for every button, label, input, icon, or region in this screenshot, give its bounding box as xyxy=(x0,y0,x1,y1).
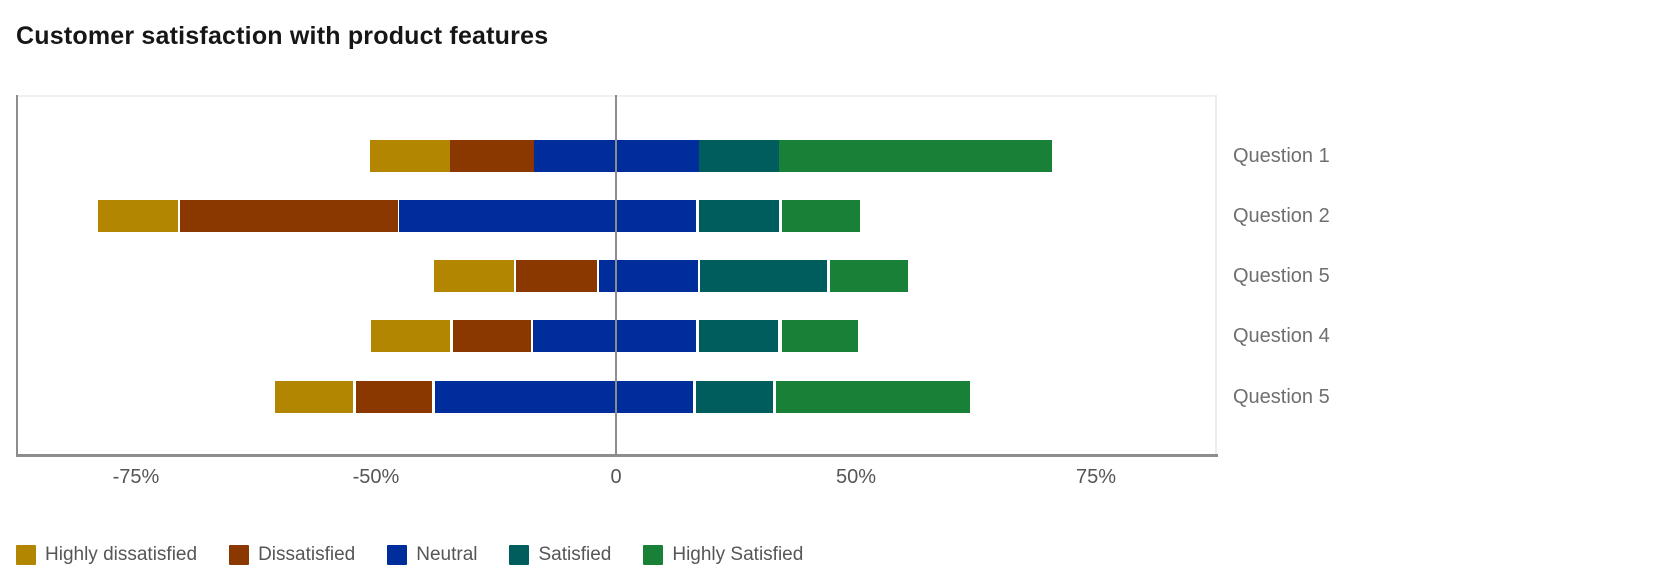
legend-item-satisfied[interactable]: Satisfied xyxy=(509,544,611,566)
category-label-question-5-row5: Question 5 xyxy=(1233,385,1330,408)
bar-segment-question-5-satisfied xyxy=(696,380,774,413)
bar-segment-question-1-dissatisfied xyxy=(450,139,535,172)
bar-segment-question-5-satisfied xyxy=(700,260,828,292)
bar-segment-question-2-neutral xyxy=(398,199,697,232)
bar-segment-question-2-satisfied xyxy=(698,199,780,232)
bar-segment-question-5-highly-satisfied xyxy=(775,380,970,413)
legend-label-neutral: Neutral xyxy=(416,544,478,565)
bar-segment-question-5-highly-dissatisfied xyxy=(275,380,354,413)
bar-segment-question-5-highly-dissatisfied xyxy=(433,260,514,292)
bar-segment-question-4-satisfied xyxy=(698,320,778,353)
bar-segment-question-4-neutral xyxy=(533,320,697,353)
legend-item-dissatisfied[interactable]: Dissatisfied xyxy=(229,544,355,566)
category-label-question-5-row3: Question 5 xyxy=(1233,265,1330,287)
bar-segment-question-1-highly-dissatisfied xyxy=(370,139,451,172)
legend-swatch-satisfied xyxy=(509,545,530,565)
bar-segment-question-5-dissatisfied xyxy=(355,380,433,413)
legend-swatch-highly-satisfied xyxy=(643,545,664,565)
legend-swatch-highly-dissatisfied xyxy=(16,545,36,565)
bar-segment-question-4-dissatisfied xyxy=(452,320,531,353)
legend-label-satisfied: Satisfied xyxy=(538,544,612,565)
legend-label-highly-satisfied: Highly Satisfied xyxy=(672,544,804,565)
zero-line xyxy=(615,95,617,454)
legend-swatch-dissatisfied xyxy=(229,545,250,565)
bar-segment-question-2-highly-dissatisfied xyxy=(97,199,178,232)
legend-label-dissatisfied: Dissatisfied xyxy=(258,544,356,565)
bar-segment-question-2-highly-satisfied xyxy=(781,199,860,232)
bar-segment-question-5-dissatisfied xyxy=(516,260,597,292)
legend: Highly dissatisfied Dissatisfied Neutral Sa… xyxy=(16,544,803,566)
bar-segment-question-5-highly-satisfied xyxy=(829,260,908,292)
category-label-question-4-row4: Question 4 xyxy=(1233,325,1330,348)
x-tick-label-50-: 50% xyxy=(835,466,877,488)
bar-segment-question-2-dissatisfied xyxy=(180,199,398,232)
legend-item-neutral[interactable]: Neutral xyxy=(387,544,477,566)
bar-segment-question-1-highly-satisfied xyxy=(779,139,1052,172)
plot-area: -75% -50% 0 50% 75% xyxy=(16,95,1218,488)
bar-segment-question-1-satisfied xyxy=(698,139,780,172)
x-tick-label-0: 0 xyxy=(610,466,622,488)
bar-segment-question-4-highly-satisfied xyxy=(781,320,859,353)
x-axis-line xyxy=(16,454,1218,457)
bar-segment-question-5-neutral xyxy=(599,260,698,292)
category-label-question-1-row1: Question 1 xyxy=(1233,144,1330,167)
legend-item-highly-satisfied[interactable]: Highly Satisfied xyxy=(643,544,803,566)
plot-frame-right xyxy=(1215,95,1217,456)
y-axis-line xyxy=(16,95,18,456)
chart-title: Customer satisfaction with product featu… xyxy=(16,22,549,50)
x-tick-label--75-: -75% xyxy=(112,466,160,488)
bar-segment-question-4-highly-dissatisfied xyxy=(371,320,451,353)
legend-swatch-neutral xyxy=(387,545,408,565)
bar-segment-question-5-neutral xyxy=(434,380,693,413)
x-tick-label--50-: -50% xyxy=(352,466,400,488)
legend-item-highly-dissatisfied[interactable]: Highly dissatisfied xyxy=(16,544,197,566)
category-label-question-2-row2: Question 2 xyxy=(1233,204,1330,227)
legend-label-highly-dissatisfied: Highly dissatisfied xyxy=(45,544,198,565)
x-tick-label-75-: 75% xyxy=(1075,466,1117,488)
